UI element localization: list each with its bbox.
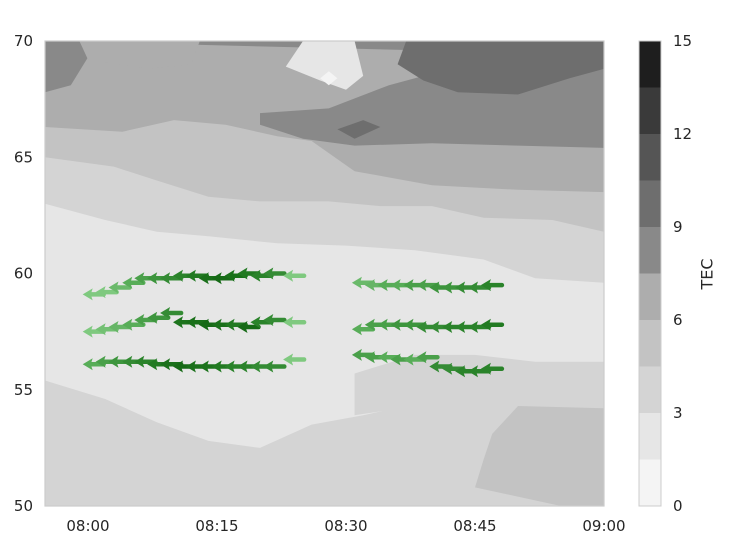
colorbar-cell xyxy=(639,413,661,460)
contour-region-8 xyxy=(337,120,381,139)
colorbar-cell xyxy=(639,87,661,134)
colorbar-cell xyxy=(639,459,661,506)
y-axis-tick-labels: 50 55 60 65 70 xyxy=(14,32,33,515)
colorbar-cell xyxy=(639,134,661,181)
velocity-arrow xyxy=(263,360,287,373)
colorbar-tick-label: 6 xyxy=(673,311,683,329)
colorbar-cell xyxy=(639,366,661,413)
velocity-arrow xyxy=(480,279,505,292)
velocity-arrow xyxy=(263,267,287,280)
velocity-arrow xyxy=(122,276,146,289)
x-tick-label: 08:15 xyxy=(195,517,238,535)
velocity-vector-field xyxy=(82,267,505,378)
colorbar-tick-label: 9 xyxy=(673,218,683,236)
velocity-arrow xyxy=(108,281,132,294)
colorbar-cell xyxy=(639,41,661,88)
colorbar-cell xyxy=(639,320,661,367)
colorbar-cell xyxy=(639,180,661,227)
velocity-arrow xyxy=(416,351,440,364)
velocity-arrow xyxy=(283,269,307,282)
plot-frame xyxy=(44,40,605,507)
tec-contour-fill xyxy=(45,41,604,506)
velocity-arrow xyxy=(147,311,171,324)
x-tick-label: 08:00 xyxy=(66,517,109,535)
x-tick-label: 09:00 xyxy=(582,517,625,535)
contour-region-2 xyxy=(354,354,604,416)
velocity-arrow xyxy=(480,362,505,375)
colorbar-label: TEC xyxy=(698,258,717,290)
velocity-arrow xyxy=(283,316,307,329)
velocity-arrow xyxy=(95,286,119,299)
colorbar-tick-label: 12 xyxy=(673,125,692,143)
y-tick-label: 60 xyxy=(14,265,33,283)
velocity-arrow xyxy=(480,318,505,331)
velocity-arrow xyxy=(122,318,146,331)
contour-region-12 xyxy=(320,71,338,86)
x-tick-label: 08:30 xyxy=(324,517,367,535)
velocity-arrow xyxy=(237,321,261,333)
y-tick-label: 70 xyxy=(14,32,33,50)
contour-region-9 xyxy=(397,41,604,95)
velocity-arrow xyxy=(160,307,184,319)
velocity-arrow xyxy=(283,353,307,366)
y-tick-label: 50 xyxy=(14,497,33,515)
colorbar-tick-label: 0 xyxy=(673,497,683,515)
contour-region-11 xyxy=(285,41,364,90)
colorbar-tick-label: 3 xyxy=(673,404,683,422)
colorbar-cell xyxy=(639,227,661,274)
colorbar-frame xyxy=(638,40,662,507)
contour-region-4 xyxy=(475,406,604,506)
y-tick-label: 65 xyxy=(14,148,33,166)
tec-colorbar: 0 3 6 9 12 15 TEC xyxy=(638,32,717,515)
contour-region-10 xyxy=(79,41,200,69)
colorbar-cell xyxy=(639,273,661,320)
x-axis-tick-labels: 08:00 08:15 08:30 08:45 09:00 xyxy=(66,517,625,535)
contour-region-7 xyxy=(45,41,88,93)
velocity-arrow xyxy=(263,314,287,326)
velocity-arrow xyxy=(351,323,376,336)
colorbar-tick-label: 15 xyxy=(673,32,692,50)
x-tick-label: 08:45 xyxy=(453,517,496,535)
y-tick-label: 55 xyxy=(14,381,33,399)
